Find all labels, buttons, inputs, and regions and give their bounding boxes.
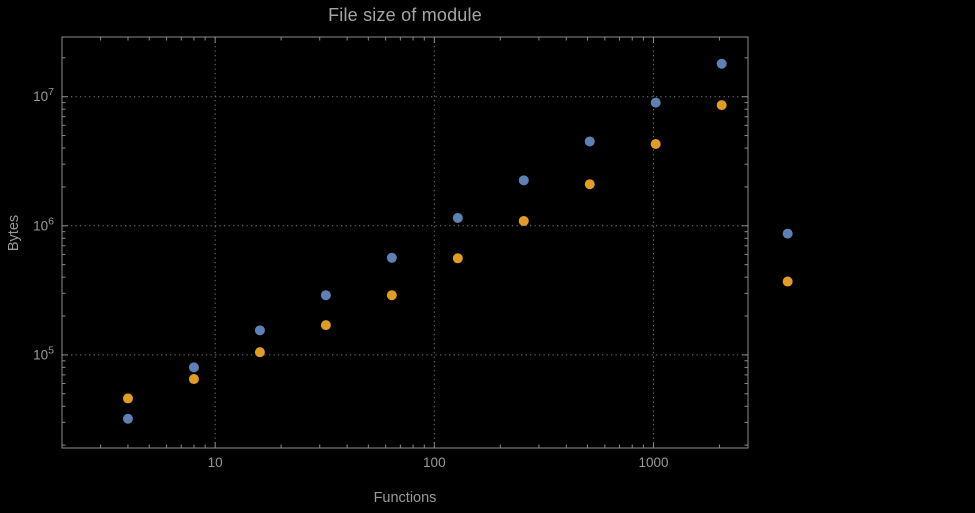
x-tick-label: 100 <box>423 455 446 470</box>
blue-series-point <box>518 175 529 186</box>
blue-series-point <box>716 58 727 69</box>
x-axis-label: Functions <box>373 490 437 506</box>
blue-series-point <box>386 252 397 263</box>
orange-series-point <box>716 100 727 111</box>
orange-series-point <box>782 276 793 287</box>
x-tick-label: 10 <box>208 455 223 470</box>
orange-series-point <box>188 374 199 385</box>
blue-series-point <box>584 136 595 147</box>
orange-series-point <box>386 290 397 301</box>
y-axis-label: Bytes <box>6 214 22 252</box>
orange-series-point <box>452 253 463 264</box>
orange-series-point <box>584 179 595 190</box>
orange-series-point <box>518 215 529 226</box>
y-tick-label: 107 <box>33 86 54 104</box>
blue-series-point <box>650 97 661 108</box>
blue-series-point <box>254 325 265 336</box>
plot-frame <box>61 36 749 449</box>
blue-series-point <box>122 413 133 424</box>
orange-series-point <box>320 320 331 331</box>
blue-series-point <box>320 290 331 301</box>
x-tick-label: 1000 <box>638 455 668 470</box>
blue-series-point <box>452 212 463 223</box>
orange-series-point <box>254 347 265 358</box>
orange-series-point <box>122 393 133 404</box>
blue-series-point <box>188 362 199 373</box>
y-tick-label: 105 <box>33 344 54 362</box>
blue-series-point <box>782 228 793 239</box>
chart-title: File size of module <box>328 5 482 25</box>
orange-series-point <box>650 139 661 150</box>
y-tick-label: 106 <box>33 215 54 233</box>
